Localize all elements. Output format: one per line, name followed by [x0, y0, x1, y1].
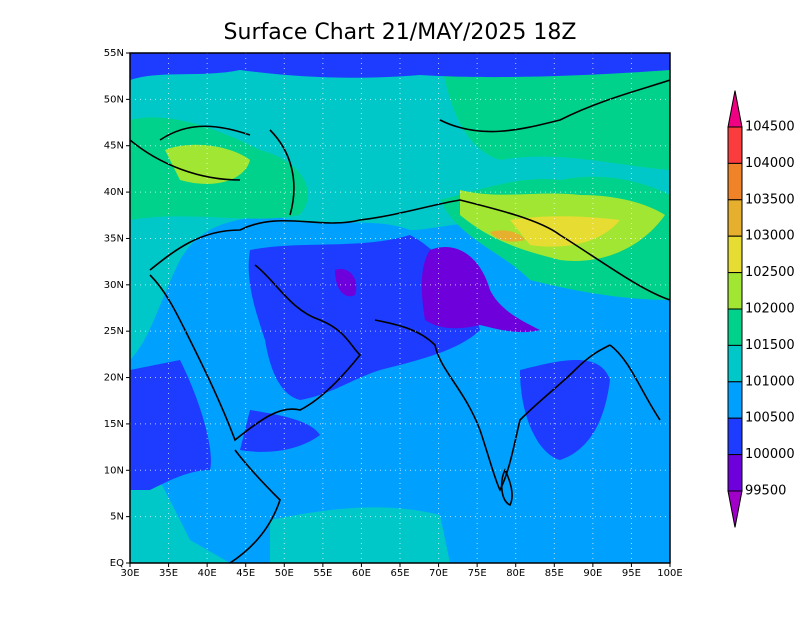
x-tick-label: 75E [468, 568, 487, 579]
x-tick-label: 80E [506, 568, 525, 579]
graticule [126, 52, 671, 567]
colorbar-box [727, 126, 743, 164]
colorbar-box [727, 454, 743, 492]
x-tick-label: 85E [545, 568, 564, 579]
colorbar-label: 99500 [745, 484, 786, 499]
colorbar-box [727, 199, 743, 237]
y-tick-label: EQ [110, 558, 124, 569]
y-tick-label: 35N [104, 233, 124, 244]
x-tick-label: 30E [120, 568, 139, 579]
colorbar: 104500 104000 103500 103000 102500 102000 1015… [727, 90, 795, 528]
x-tick-label: 95E [622, 568, 641, 579]
y-tick-label: 45N [104, 141, 124, 152]
y-tick-label: 55N [104, 48, 124, 59]
x-tick-label: 70E [429, 568, 448, 579]
colorbar-box [727, 235, 743, 274]
title: Surface Chart 21/MAY/2025 18Z [224, 20, 577, 45]
y-tick-label: 20N [104, 373, 124, 384]
colorbar-label: 101000 [745, 374, 795, 389]
colorbar-label: 103500 [745, 192, 795, 207]
y-tick-label: 15N [104, 419, 124, 430]
colorbar-label: 104000 [745, 156, 795, 171]
x-tick-label: 65E [390, 568, 409, 579]
colorbar-box [727, 344, 743, 383]
y-tick-label: 50N [104, 94, 124, 105]
y-tick-label: 5N [110, 512, 124, 523]
y-tick-label: 25N [104, 326, 124, 337]
colorbar-label: 101500 [745, 338, 795, 353]
y-tick-label: 40N [104, 187, 124, 198]
colorbar-label: 100500 [745, 411, 795, 426]
colorbar-label: 100000 [745, 447, 795, 462]
x-tick-label: 45E [236, 568, 255, 579]
x-tick-label: 40E [198, 568, 217, 579]
x-tick-label: 90E [583, 568, 602, 579]
colorbar-triangle [727, 90, 743, 128]
x-tick-label: 60E [352, 568, 371, 579]
colorbar-box [727, 308, 743, 346]
x-tick-label: 100E [657, 568, 682, 579]
colorbar-box [727, 417, 743, 456]
y-tick-label: 10N [104, 465, 124, 476]
colorbar-box [727, 162, 743, 201]
colorbar-box [727, 272, 743, 310]
x-tick-label: 35E [159, 568, 178, 579]
colorbar-label: 103000 [745, 229, 795, 244]
colorbar-label: 102500 [745, 265, 795, 280]
colorbar-label: 102000 [745, 302, 795, 317]
colorbar-box [727, 381, 743, 419]
x-tick-label: 50E [275, 568, 294, 579]
y-tick-label: 30N [104, 280, 124, 291]
x-tick-label: 55E [313, 568, 332, 579]
map-frame [129, 52, 671, 564]
colorbar-triangle [727, 490, 743, 528]
colorbar-label: 104500 [745, 120, 795, 135]
